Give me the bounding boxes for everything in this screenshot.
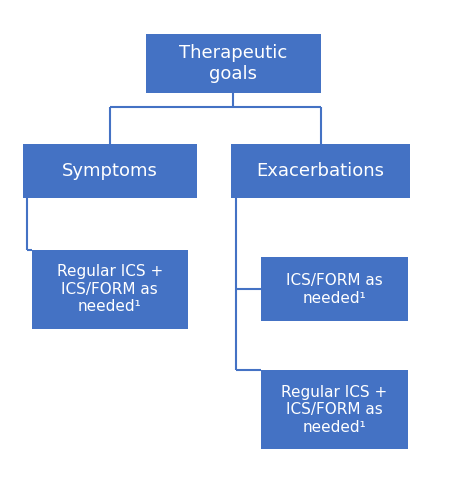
Text: Exacerbations: Exacerbations xyxy=(257,162,385,180)
FancyBboxPatch shape xyxy=(231,144,410,199)
Text: Symptoms: Symptoms xyxy=(62,162,157,180)
FancyBboxPatch shape xyxy=(261,258,408,322)
Text: ICS/FORM as
needed¹: ICS/FORM as needed¹ xyxy=(286,273,383,306)
Text: Therapeutic
goals: Therapeutic goals xyxy=(179,44,288,82)
FancyBboxPatch shape xyxy=(261,370,408,449)
FancyBboxPatch shape xyxy=(32,250,188,328)
FancyBboxPatch shape xyxy=(22,144,197,199)
Text: Regular ICS +
ICS/FORM as
needed¹: Regular ICS + ICS/FORM as needed¹ xyxy=(281,385,388,434)
Text: Regular ICS +
ICS/FORM as
needed¹: Regular ICS + ICS/FORM as needed¹ xyxy=(57,264,163,314)
FancyBboxPatch shape xyxy=(146,34,321,92)
